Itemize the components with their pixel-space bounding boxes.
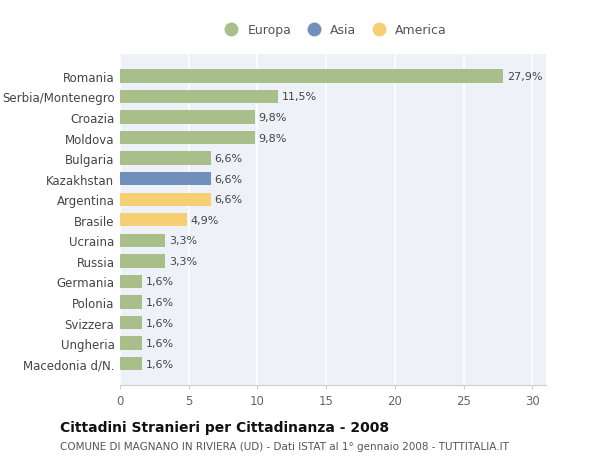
Text: 1,6%: 1,6% [145,277,173,287]
Bar [120,152,211,165]
Bar [120,234,166,247]
Bar [120,337,142,350]
Text: 6,6%: 6,6% [214,154,242,164]
Text: 9,8%: 9,8% [258,133,286,143]
Text: 1,6%: 1,6% [145,297,173,308]
Bar [120,213,187,227]
Bar [120,90,278,104]
Bar [120,316,142,330]
Text: 6,6%: 6,6% [214,195,242,205]
Bar [120,357,142,370]
Text: 6,6%: 6,6% [214,174,242,185]
Legend: Europa, Asia, America: Europa, Asia, America [217,22,449,39]
Text: 9,8%: 9,8% [258,113,286,123]
Text: 1,6%: 1,6% [145,318,173,328]
Bar [120,193,211,207]
Text: 1,6%: 1,6% [145,359,173,369]
Text: 4,9%: 4,9% [191,215,219,225]
Text: 11,5%: 11,5% [281,92,317,102]
Text: Cittadini Stranieri per Cittadinanza - 2008: Cittadini Stranieri per Cittadinanza - 2… [60,420,389,434]
Text: 1,6%: 1,6% [145,338,173,348]
Bar [120,70,503,84]
Bar [120,255,166,268]
Bar [120,132,254,145]
Text: 27,9%: 27,9% [507,72,542,82]
Text: 3,3%: 3,3% [169,256,197,266]
Bar [120,275,142,289]
Bar [120,173,211,186]
Bar [120,296,142,309]
Text: COMUNE DI MAGNANO IN RIVIERA (UD) - Dati ISTAT al 1° gennaio 2008 - TUTTITALIA.I: COMUNE DI MAGNANO IN RIVIERA (UD) - Dati… [60,441,509,451]
Bar [120,111,254,124]
Text: 3,3%: 3,3% [169,236,197,246]
